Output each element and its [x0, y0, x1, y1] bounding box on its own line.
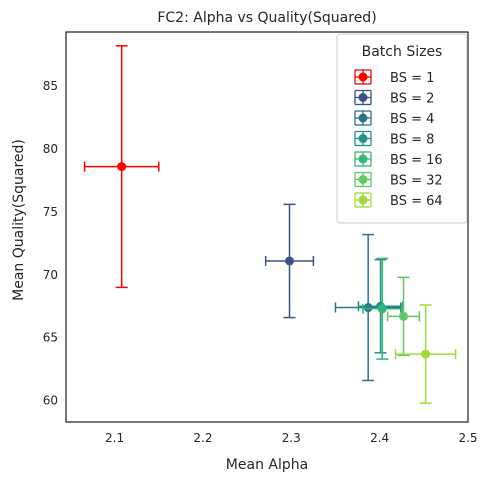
legend-label: BS = 16	[390, 153, 443, 168]
legend-title: Batch Sizes	[362, 44, 443, 60]
series-4	[362, 257, 403, 360]
x-tick-label: 2.4	[370, 431, 389, 445]
legend-item-6: BS = 64	[354, 192, 443, 209]
legend-label: BS = 32	[390, 174, 443, 189]
data-point	[363, 303, 373, 313]
data-point	[399, 311, 409, 321]
legend-box	[336, 33, 468, 224]
x-tick-label: 2.2	[193, 431, 212, 445]
series-1	[264, 203, 315, 319]
legend-item-4: BS = 16	[354, 151, 443, 168]
legend-label: BS = 2	[390, 92, 434, 107]
x-axis-ticks: 2.1 2.2 2.3 2.4 2.5	[105, 431, 478, 445]
x-tick-label: 2.5	[458, 431, 477, 445]
y-axis-label: Mean Quality(Squared)	[11, 139, 27, 301]
series-5	[386, 276, 421, 357]
series-2	[334, 233, 402, 382]
data-point	[377, 304, 387, 314]
legend-item-2: BS = 4	[354, 110, 434, 127]
legend-marker-dot	[358, 154, 368, 164]
y-tick-label: 65	[43, 331, 58, 345]
data-point	[117, 162, 127, 172]
x-tick-label: 2.3	[282, 431, 301, 445]
legend-item-0: BS = 1	[354, 69, 434, 86]
legend-label: BS = 64	[390, 194, 443, 209]
y-tick-label: 75	[43, 205, 58, 219]
plot-area	[65, 31, 469, 423]
y-axis-ticks: 60 65 70 75 80 85	[43, 79, 58, 408]
legend-marker-dot	[358, 72, 368, 82]
axes-frame	[65, 31, 469, 423]
y-tick-label: 85	[43, 79, 58, 93]
legend-item-3: BS = 8	[354, 130, 434, 148]
legend-marker-dot	[358, 134, 368, 143]
legend-marker-dot	[358, 175, 368, 184]
legend-label: BS = 1	[390, 71, 434, 86]
y-tick-label: 60	[43, 394, 58, 408]
legend: Batch Sizes BS = 1BS = 2BS = 4BS = 8BS =…	[336, 33, 468, 224]
data-point	[285, 256, 295, 266]
series-0	[83, 45, 160, 289]
chart-title: FC2: Alpha vs Quality(Squared)	[157, 10, 376, 26]
legend-label: BS = 8	[390, 133, 434, 148]
series-6	[394, 304, 457, 404]
y-tick-label: 70	[43, 268, 58, 282]
y-tick-label: 80	[43, 142, 58, 156]
legend-items: BS = 1 BS = 2 BS = 4 BS = 8 BS = 16 BS = 32 BS…	[354, 69, 443, 209]
legend-item-5: BS = 32	[354, 171, 443, 189]
legend-marker-dot	[358, 195, 368, 205]
legend-item-1: BS = 2	[354, 89, 434, 107]
legend-marker-dot	[358, 113, 368, 123]
legend-marker-dot	[358, 93, 368, 102]
data-point	[421, 349, 431, 359]
legend-label: BS = 4	[390, 112, 434, 127]
x-axis-label: Mean Alpha	[226, 457, 308, 473]
x-tick-label: 2.1	[105, 431, 124, 445]
